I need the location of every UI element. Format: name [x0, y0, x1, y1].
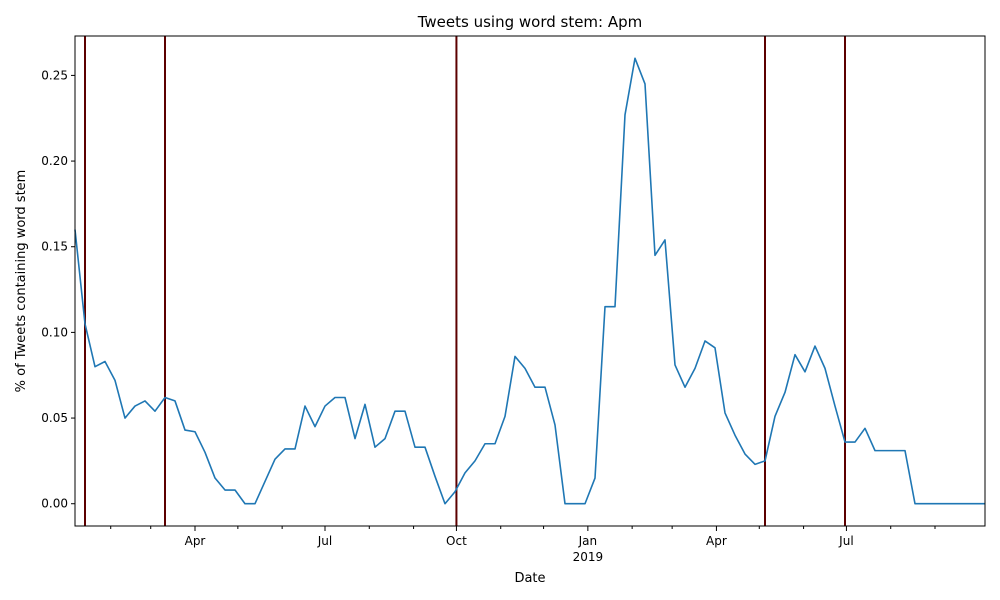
x-tick-label-0: Apr — [185, 534, 206, 548]
x-tick-label-3: Jan — [578, 534, 598, 548]
y-tick-label-5: 0.25 — [41, 68, 68, 82]
y-tick-label-0: 0.00 — [41, 497, 68, 511]
x-tick-label-5: Jul — [838, 534, 853, 548]
y-tick-label-2: 0.10 — [41, 325, 68, 339]
series-layer — [74, 57, 985, 505]
y-tick-label-3: 0.15 — [41, 240, 68, 254]
y-axis: 0.00 0.05 0.10 0.15 0.20 0.25 — [41, 68, 75, 511]
x-axis: Apr Jul Oct Jan 2019 Apr Jul — [110, 526, 936, 564]
x-tick-sublabel-3: 2019 — [573, 550, 604, 564]
plot-frame — [74, 35, 986, 527]
y-axis-label: % of Tweets containing word stem — [14, 170, 29, 393]
x-axis-label: Date — [514, 571, 545, 586]
y-tick-label-1: 0.05 — [41, 411, 68, 425]
x-tick-label-4: Apr — [706, 534, 727, 548]
series-line-0 — [74, 57, 985, 505]
y-tick-label-4: 0.20 — [41, 154, 68, 168]
x-tick-label-2: Oct — [446, 534, 467, 548]
event-lines — [84, 36, 846, 526]
chart-title: Tweets using word stem: Apm — [417, 13, 643, 31]
x-tick-label-1: Jul — [317, 534, 332, 548]
